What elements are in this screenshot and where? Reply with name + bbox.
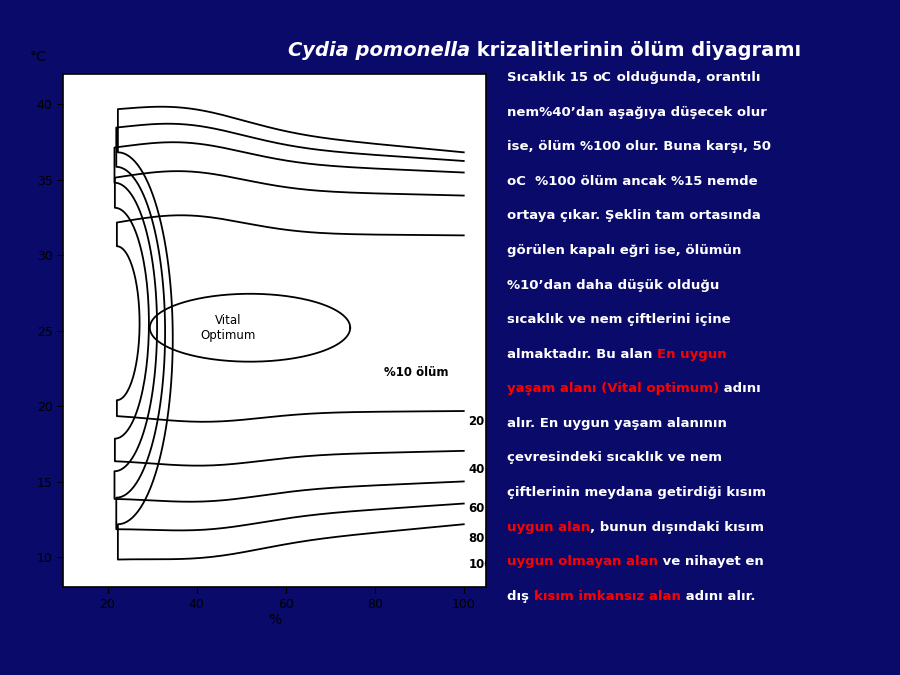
Text: °C: °C (29, 50, 46, 64)
Text: dış: dış (507, 590, 534, 603)
Text: olduğunda, orantılı: olduğunda, orantılı (612, 71, 760, 84)
Text: ve nihayet en: ve nihayet en (658, 556, 764, 568)
Text: , bunun dışındaki kısım: , bunun dışındaki kısım (590, 520, 764, 534)
Text: krizalitlerinin ölüm diyagramı: krizalitlerinin ölüm diyagramı (470, 41, 801, 60)
Text: uygun alan: uygun alan (507, 520, 590, 534)
Text: 80: 80 (468, 533, 484, 545)
Text: uygun olmayan alan: uygun olmayan alan (507, 556, 658, 568)
Text: 40: 40 (468, 463, 484, 476)
Text: 20: 20 (468, 414, 484, 428)
Text: yaşam alanı (Vital optimum): yaşam alanı (Vital optimum) (507, 382, 719, 396)
Text: ortaya çıkar. Şeklin tam ortasında: ortaya çıkar. Şeklin tam ortasında (507, 209, 760, 222)
Text: oC  %100 ölüm ancak %15 nemde: oC %100 ölüm ancak %15 nemde (507, 175, 758, 188)
X-axis label: %: % (268, 614, 281, 628)
Text: sıcaklık ve nem çiftlerini içine: sıcaklık ve nem çiftlerini içine (507, 313, 731, 326)
Text: ise, ölüm %100 olur. Buna karşı, 50: ise, ölüm %100 olur. Buna karşı, 50 (507, 140, 771, 153)
Text: 100: 100 (468, 558, 492, 571)
Text: Vital
Optimum: Vital Optimum (200, 314, 256, 342)
Text: görülen kapalı eğri ise, ölümün: görülen kapalı eğri ise, ölümün (507, 244, 742, 257)
Text: 60: 60 (468, 502, 484, 515)
Text: adını alır.: adını alır. (680, 590, 755, 603)
Text: Cydia pomonella: Cydia pomonella (288, 41, 470, 60)
Text: En uygun: En uygun (657, 348, 726, 360)
Text: çiftlerinin meydana getirdiği kısım: çiftlerinin meydana getirdiği kısım (507, 486, 766, 499)
Text: adını: adını (719, 382, 760, 396)
Text: alır. En uygun yaşam alanının: alır. En uygun yaşam alanının (507, 417, 727, 430)
Text: %10’dan daha düşük olduğu: %10’dan daha düşük olduğu (507, 279, 719, 292)
Text: çevresindeki sıcaklık ve nem: çevresindeki sıcaklık ve nem (507, 452, 722, 464)
Text: %10 ölüm: %10 ölüm (383, 367, 448, 379)
Text: almaktadır. Bu alan: almaktadır. Bu alan (507, 348, 657, 360)
Text: Sıcaklık 15: Sıcaklık 15 (507, 71, 593, 84)
Text: kısım imkansız alan: kısım imkansız alan (534, 590, 680, 603)
Text: oC: oC (593, 71, 612, 84)
Text: nem%40’dan aşağıya düşecek olur: nem%40’dan aşağıya düşecek olur (507, 105, 767, 119)
